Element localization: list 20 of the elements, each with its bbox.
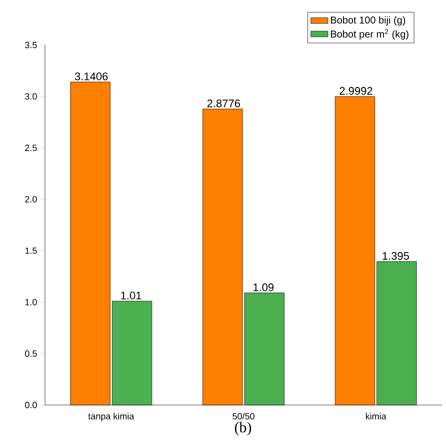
legend-label: Bobot per m$^{2}$ (kg) <box>330 28 408 40</box>
data-label: 1.09 <box>253 283 274 292</box>
data-label: 2.8776 <box>207 100 240 108</box>
y-tick-label: 1.0 <box>25 298 37 306</box>
data-label: 3.1406 <box>74 72 108 80</box>
text: (b) <box>234 422 252 436</box>
y-tick-label: 2.5 <box>25 144 37 152</box>
x-tick-label: tanpa kimia <box>88 412 134 422</box>
y-tick-label: 3.0 <box>25 93 37 100</box>
y-tick-label: 2.0 <box>25 196 37 202</box>
data-label: 1.01 <box>121 292 142 300</box>
y-tick-label: 0.0 <box>25 402 37 408</box>
data-label: 1.395 <box>382 252 409 260</box>
y-tick-label: 3.5 <box>25 42 37 48</box>
data-label: 2.9992 <box>340 87 372 95</box>
x-tick-label: 50/50 <box>232 412 254 420</box>
y-tick-label: 1.5 <box>25 248 37 254</box>
y-tick-label: 0.5 <box>25 350 37 357</box>
x-tick-label: kimia <box>366 412 386 420</box>
legend-label: Bobot 100 biji (g) <box>330 16 406 26</box>
